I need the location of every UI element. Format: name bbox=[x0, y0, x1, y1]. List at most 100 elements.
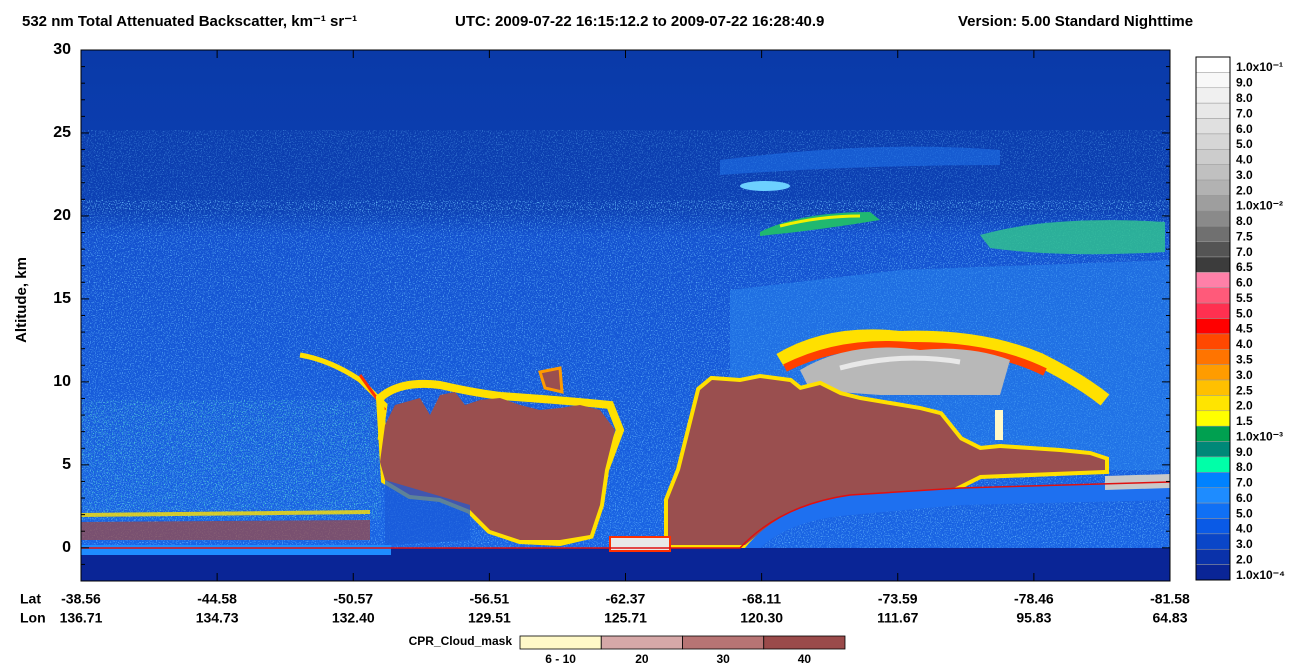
colorbar-segment bbox=[1195, 472, 1231, 488]
colorbar-label: 3.5 bbox=[1236, 353, 1253, 367]
colorbar-segment bbox=[1195, 72, 1231, 89]
x-axis-label: Lat bbox=[20, 591, 41, 607]
colorbar-segment bbox=[1195, 518, 1231, 535]
colorbar-label: 1.0x10⁻⁴ bbox=[1236, 568, 1285, 582]
colorbar-segment bbox=[1195, 164, 1231, 181]
colorbar-segment bbox=[1195, 425, 1231, 442]
lon-label: 125.71 bbox=[604, 610, 647, 626]
y-tick-label: 20 bbox=[53, 207, 71, 224]
colorbar-segment bbox=[1195, 533, 1231, 550]
colorbar-segment bbox=[1195, 179, 1231, 196]
colorbar-label: 2.0 bbox=[1236, 183, 1253, 197]
cpr-legend-swatch bbox=[600, 635, 683, 650]
colorbar-segment bbox=[1195, 149, 1231, 165]
cpr-legend-label: 6 - 10 bbox=[545, 652, 576, 666]
colorbar-frame bbox=[1195, 56, 1231, 581]
lon-label: 111.67 bbox=[877, 610, 918, 626]
cloud bbox=[668, 378, 1105, 545]
colorbar-label: 2.0 bbox=[1236, 552, 1253, 566]
colorbar-label: 5.5 bbox=[1236, 291, 1253, 305]
y-tick-label: 15 bbox=[53, 290, 71, 307]
colorbar-segment bbox=[1195, 456, 1231, 473]
colorbar-segment bbox=[1195, 195, 1231, 212]
colorbar-label: 5.0 bbox=[1236, 137, 1253, 151]
colorbar-segment bbox=[1195, 287, 1231, 304]
colorbar-segment bbox=[1195, 133, 1231, 150]
colorbar-segment bbox=[1195, 410, 1231, 427]
lat-label: -73.59 bbox=[878, 591, 918, 607]
chart-title: 532 nm Total Attenuated Backscatter, km⁻… bbox=[22, 13, 357, 30]
colorbar-label: 3.0 bbox=[1236, 168, 1253, 182]
lat-label: -44.58 bbox=[197, 591, 237, 607]
y-tick-label: 5 bbox=[62, 456, 71, 473]
cloud-gap bbox=[385, 480, 470, 545]
colorbar-label: 1.0x10⁻¹ bbox=[1236, 60, 1283, 74]
x-axis-label: Lon bbox=[20, 610, 46, 626]
cirrus bbox=[720, 146, 1000, 175]
colorbar-segment bbox=[1195, 272, 1231, 288]
colorbar-segment bbox=[1195, 364, 1231, 381]
cirrus-core bbox=[779, 214, 861, 228]
colorbar-segment bbox=[1195, 87, 1231, 104]
colorbar-segment bbox=[1195, 256, 1231, 273]
y-axis-label: Altitude, km bbox=[13, 257, 30, 343]
colorbar-segment bbox=[1195, 564, 1231, 581]
surface-line bbox=[81, 481, 1170, 549]
colorbar-label: 6.0 bbox=[1236, 491, 1253, 505]
colorbar-label: 4.0 bbox=[1236, 522, 1253, 536]
colorbar-segment bbox=[1195, 349, 1231, 365]
colorbar-label: 5.0 bbox=[1236, 506, 1253, 520]
surface-return bbox=[1105, 474, 1170, 490]
colorbar-segment bbox=[1195, 548, 1231, 565]
lat-label: -81.58 bbox=[1150, 591, 1190, 607]
colorbar-label: 6.0 bbox=[1236, 276, 1253, 290]
colorbar-label: 2.5 bbox=[1236, 383, 1253, 397]
cpr-legend-label: 30 bbox=[716, 652, 730, 666]
colorbar-label: 7.0 bbox=[1236, 245, 1253, 259]
colorbar-segment bbox=[1195, 333, 1231, 350]
colorbar-segment bbox=[1195, 502, 1231, 519]
cloud bbox=[538, 366, 564, 394]
colorbar-label: 7.0 bbox=[1236, 106, 1253, 120]
colorbar-segment bbox=[1195, 395, 1231, 412]
cloud-edge bbox=[776, 329, 1110, 406]
utc-range: UTC: 2009-07-22 16:15:12.2 to 2009-07-22… bbox=[455, 13, 824, 30]
y-tick-label: 10 bbox=[53, 373, 71, 390]
lon-label: 120.30 bbox=[740, 610, 783, 626]
colorbar-segment bbox=[1195, 379, 1231, 396]
colorbar-label: 6.0 bbox=[1236, 122, 1253, 136]
lat-label: -56.51 bbox=[470, 591, 510, 607]
cpr-legend-title: CPR_Cloud_mask bbox=[409, 634, 513, 648]
colorbar-segment bbox=[1195, 487, 1231, 504]
version: Version: 5.00 Standard Nighttime bbox=[958, 13, 1193, 30]
lat-label: -50.57 bbox=[333, 591, 373, 607]
lon-label: 136.71 bbox=[60, 610, 103, 626]
colorbar-label: 1.5 bbox=[1236, 414, 1253, 428]
cpr-legend-swatch bbox=[763, 635, 846, 650]
cpr-legend-label: 40 bbox=[798, 652, 812, 666]
cirrus bbox=[980, 220, 1165, 255]
speckle-low bbox=[81, 400, 381, 520]
colorbar-segment bbox=[1195, 225, 1231, 242]
colorbar-label: 4.5 bbox=[1236, 322, 1253, 336]
colorbar-label: 2.0 bbox=[1236, 399, 1253, 413]
colorbar-label: 3.0 bbox=[1236, 368, 1253, 382]
colorbar-label: 1.0x10⁻³ bbox=[1236, 429, 1283, 443]
lon-label: 134.73 bbox=[196, 610, 239, 626]
colorbar-segment bbox=[1195, 302, 1231, 319]
colorbar-label: 7.5 bbox=[1236, 229, 1253, 243]
speckle-high bbox=[81, 130, 1170, 210]
cpr-legend-swatch bbox=[682, 635, 765, 650]
colorbar-segment bbox=[1195, 118, 1231, 135]
colorbar-segment bbox=[1195, 241, 1231, 258]
lat-label: -78.46 bbox=[1014, 591, 1054, 607]
cpr-legend-swatch bbox=[519, 635, 602, 650]
surface-return bbox=[609, 536, 671, 552]
low-cloud bbox=[81, 520, 370, 540]
y-tick-label: 0 bbox=[62, 539, 71, 556]
colorbar-segment bbox=[1195, 441, 1231, 458]
lon-label: 132.40 bbox=[332, 610, 375, 626]
y-tick-label: 25 bbox=[53, 124, 71, 141]
colorbar-segment bbox=[1195, 102, 1231, 119]
colorbar-label: 4.0 bbox=[1236, 153, 1253, 167]
